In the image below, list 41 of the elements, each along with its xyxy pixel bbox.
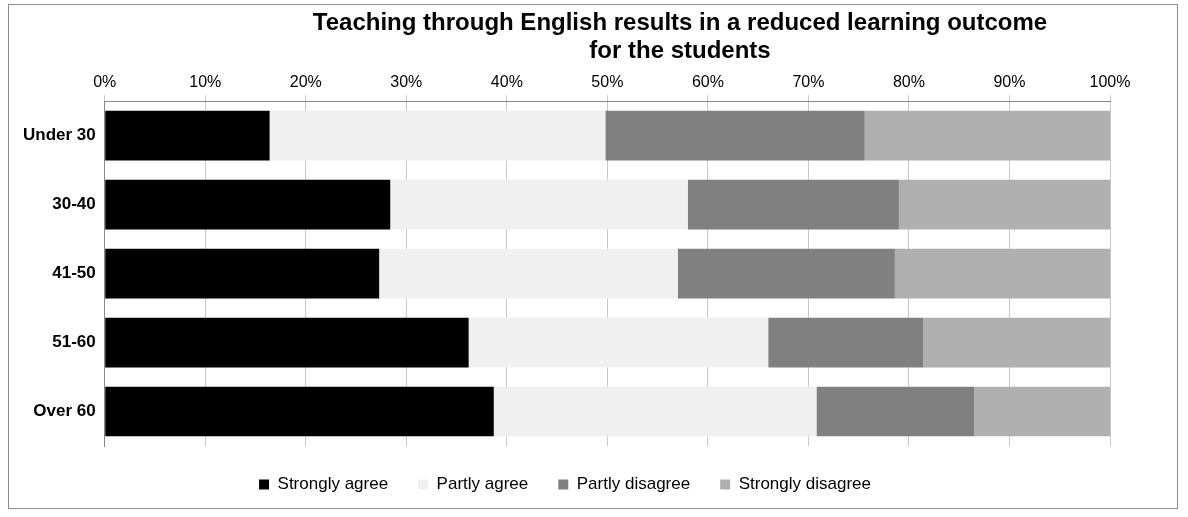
bar xyxy=(105,386,494,437)
x-tick-label: 20% xyxy=(289,73,322,91)
y-tick-label: Under 30 xyxy=(23,125,96,145)
y-tick-label: 30-40 xyxy=(52,194,96,214)
bar xyxy=(768,317,924,368)
bar xyxy=(105,248,380,299)
legend-label: Partly disagree xyxy=(576,474,691,494)
x-tick-label: 40% xyxy=(490,73,523,91)
bar xyxy=(605,110,865,161)
x-tick-label: 30% xyxy=(390,73,423,91)
legend-label: Partly agree xyxy=(436,474,529,494)
x-tick-label: 60% xyxy=(691,73,724,91)
bar xyxy=(974,386,1110,437)
bar xyxy=(269,110,606,161)
bar xyxy=(864,110,1110,161)
bar xyxy=(923,317,1110,368)
x-tick-label: 0% xyxy=(93,73,117,91)
x-tick-label: 80% xyxy=(892,73,925,91)
x-tick-label: 50% xyxy=(591,73,624,91)
y-tick-label: Over 60 xyxy=(33,401,96,421)
bar xyxy=(105,317,469,368)
bar xyxy=(468,317,769,368)
bar xyxy=(816,386,975,437)
bar xyxy=(390,179,688,230)
bar xyxy=(379,248,678,299)
bar xyxy=(493,386,817,437)
chart-title: Teaching through English results in a reduced learning outcome for the students xyxy=(311,8,1049,64)
y-tick-label: 41-50 xyxy=(52,263,96,283)
x-tick-label: 100% xyxy=(1089,73,1131,91)
bar xyxy=(898,179,1110,230)
bar xyxy=(894,248,1110,299)
x-tick-label: 10% xyxy=(189,73,222,91)
bar xyxy=(105,110,270,161)
bar xyxy=(687,179,899,230)
x-tick-label: 90% xyxy=(993,73,1026,91)
legend-label: Strongly disagree xyxy=(738,474,871,494)
x-tick-label: 70% xyxy=(792,73,825,91)
y-tick-label: 51-60 xyxy=(52,332,96,352)
bar xyxy=(105,179,391,230)
legend-label: Strongly agree xyxy=(277,474,389,494)
bar xyxy=(677,248,895,299)
